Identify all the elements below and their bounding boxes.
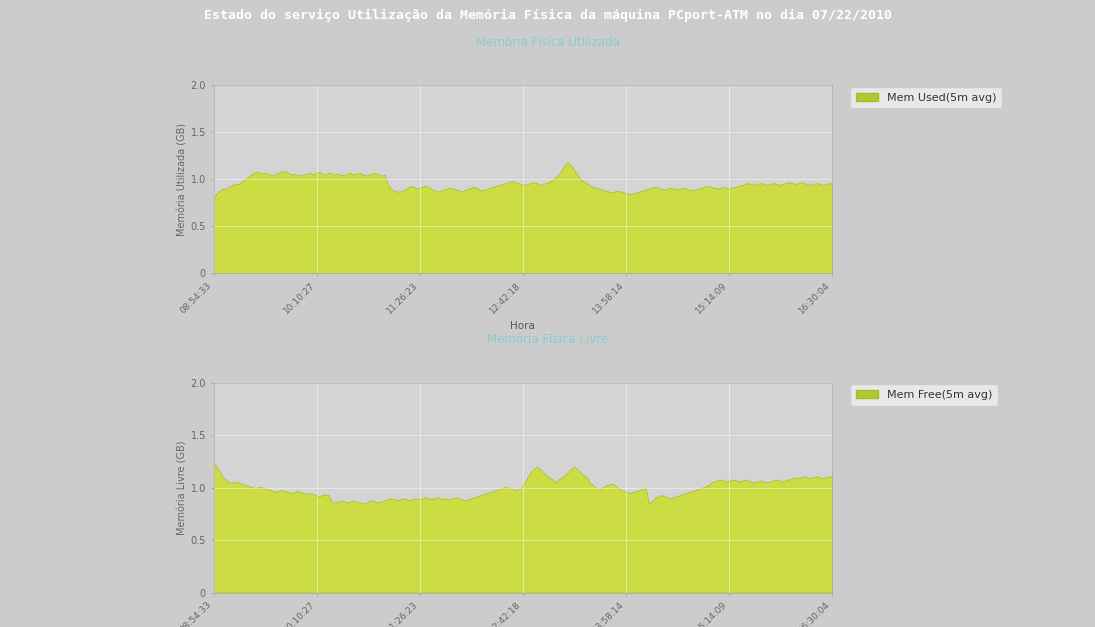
X-axis label: Hora: Hora <box>510 321 535 331</box>
Legend: Mem Free(5m avg): Mem Free(5m avg) <box>850 384 998 406</box>
Y-axis label: Memória Livre (GB): Memória Livre (GB) <box>177 441 187 535</box>
Text: Memória Física Livre: Memória Física Livre <box>487 334 608 346</box>
Text: Memória Física Utilizada: Memória Física Utilizada <box>475 36 620 48</box>
Text: Estado do serviço Utilização da Memória Física da máquina PCport-ATM no dia 07/2: Estado do serviço Utilização da Memória … <box>204 9 891 21</box>
Y-axis label: Memória Utilizada (GB): Memória Utilizada (GB) <box>177 123 187 236</box>
Legend: Mem Used(5m avg): Mem Used(5m avg) <box>850 87 1002 108</box>
